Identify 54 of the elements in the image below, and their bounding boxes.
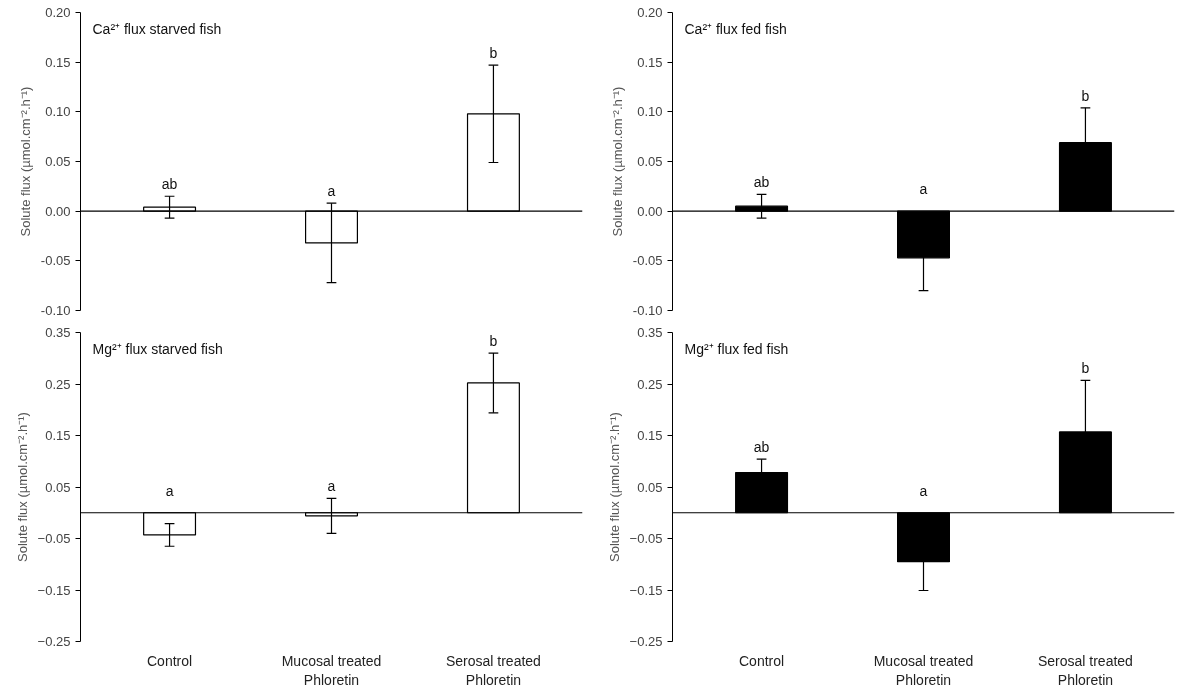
y-tick-label: −0.25	[629, 634, 663, 649]
y-tick-label: 0.20	[637, 5, 663, 20]
y-tick-label: 0.00	[637, 203, 663, 219]
y-tick-label: 0.25	[45, 376, 71, 392]
annotation: b	[489, 333, 498, 350]
y-tick-label: 0.15	[45, 54, 71, 70]
y-axis-title: Solute flux (µmol.cm⁻².h⁻¹)	[17, 86, 33, 237]
annotation: a	[919, 181, 928, 198]
y-tick-label: 0.35	[637, 325, 663, 340]
annotation: a	[165, 482, 174, 499]
x-tick-label: Mucosal treated Phloretin	[873, 652, 974, 688]
x-tick-label: Serosal treated Phloretin	[1037, 652, 1133, 688]
y-tick-label: 0.20	[45, 5, 71, 20]
y-tick-label: −0.15	[37, 582, 71, 598]
annotation: a	[919, 482, 928, 499]
x-tick-label: Control	[147, 652, 193, 669]
y-tick-label: 0.25	[637, 376, 663, 392]
x-tick-label: Serosal treated Phloretin	[445, 652, 541, 688]
y-axis-title: Solute flux (µmol.cm⁻².h⁻¹)	[606, 412, 622, 562]
text: Ca²⁺ flux starved fish	[92, 20, 222, 37]
annotation: ab	[753, 174, 770, 191]
y-tick-label: 0.05	[45, 154, 71, 169]
y-tick-label: −0.05	[629, 531, 663, 546]
annotation: a	[327, 478, 336, 495]
annotation: b	[1081, 87, 1090, 104]
y-tick-label: −0.05	[37, 531, 71, 546]
text: Ca²⁺ flux fed fish	[684, 20, 787, 37]
y-tick-label: 0.15	[637, 54, 663, 70]
y-tick-label: −0.15	[629, 582, 663, 598]
y-axis-title: Solute flux (µmol.cm⁻².h⁻¹)	[609, 86, 625, 237]
y-axis-title: Solute flux (µmol.cm⁻².h⁻¹)	[14, 412, 30, 562]
y-tick-label: 0.35	[45, 325, 71, 340]
x-tick-label: Mucosal treated Phloretin	[281, 652, 382, 688]
annotation: b	[489, 45, 498, 62]
y-tick-label: 0.05	[637, 154, 663, 169]
annotation: b	[1081, 360, 1090, 377]
annotation: ab	[753, 439, 770, 456]
text: Mg²⁺ flux starved fish	[92, 340, 223, 357]
y-tick-label: 0.10	[45, 104, 71, 120]
y-tick-label: 0.15	[637, 428, 663, 443]
y-tick-label: 0.15	[45, 428, 71, 443]
y-tick-label: 0.00	[45, 203, 71, 219]
y-tick-label: 0.05	[45, 479, 71, 495]
text: Mg²⁺ flux fed fish	[684, 340, 789, 357]
y-tick-label: -0.05	[632, 253, 663, 269]
y-tick-label: 0.10	[637, 104, 663, 120]
y-tick-label: -0.10	[632, 303, 663, 318]
y-tick-label: -0.05	[40, 253, 71, 269]
annotation: ab	[161, 176, 178, 193]
y-tick-label: -0.10	[40, 303, 71, 318]
y-tick-label: −0.25	[37, 634, 71, 649]
y-tick-label: 0.05	[637, 479, 663, 495]
x-tick-label: Control	[739, 652, 785, 669]
annotation: a	[327, 183, 336, 200]
